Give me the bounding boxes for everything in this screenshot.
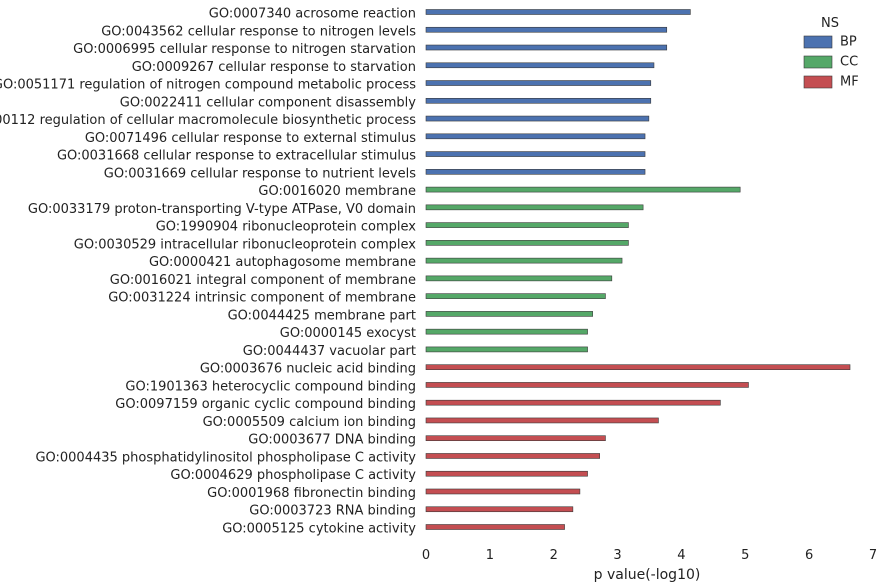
bar-cc <box>425 328 588 335</box>
bar-bp <box>425 115 650 122</box>
x-tick-label: 4 <box>677 548 685 563</box>
bar-mf <box>425 435 606 442</box>
bar-bp <box>425 169 646 175</box>
bar-cc <box>425 346 588 353</box>
legend: NS BP CC MF <box>803 16 859 90</box>
bar-bp <box>425 26 668 33</box>
legend-swatch <box>803 35 833 49</box>
bar-cc <box>425 275 613 282</box>
legend-swatch <box>803 75 833 89</box>
x-tick-label: 7 <box>869 548 877 563</box>
x-axis-ticks: 0 1 2 3 4 5 6 7 <box>422 548 877 563</box>
category-label: GO:0031224 intrinsic component of membra… <box>108 291 416 306</box>
category-label: GO:2000112 regulation of cellular macrom… <box>0 113 416 128</box>
bar-mf <box>425 470 588 477</box>
category-label: GO:0003677 DNA binding <box>248 433 416 448</box>
category-label: GO:0016021 integral component of membran… <box>110 273 416 288</box>
category-label: GO:1901363 heterocyclic compound binding <box>125 379 416 394</box>
category-label: GO:0005125 cytokine activity <box>222 522 416 537</box>
bars <box>425 9 851 530</box>
category-label: GO:0000145 exocyst <box>280 326 416 341</box>
bar-mf <box>425 417 659 424</box>
legend-label: BP <box>840 35 857 50</box>
bar-cc <box>425 257 623 264</box>
bar-bp <box>425 9 691 15</box>
bar-mf <box>425 488 581 495</box>
category-label: GO:0005509 calcium ion binding <box>203 415 416 430</box>
category-label: GO:0031668 cellular response to extracel… <box>57 149 416 164</box>
bar-cc <box>425 204 644 211</box>
category-label: GO:0003723 RNA binding <box>249 504 416 519</box>
category-label: GO:0007340 acrosome reaction <box>209 7 416 22</box>
bar-bp <box>425 80 652 86</box>
bar-mf <box>425 524 565 530</box>
legend-label: CC <box>840 55 858 70</box>
category-label: GO:0004629 phospholipase C activity <box>170 468 416 483</box>
x-tick-label: 6 <box>805 548 813 563</box>
bar-bp <box>425 44 668 51</box>
category-label: GO:0004435 phosphatidylinositol phosphol… <box>35 450 416 465</box>
category-label: GO:1990904 ribonucleoprotein complex <box>156 220 417 235</box>
category-label: GO:0022411 cellular component disassembl… <box>120 95 417 110</box>
bar-cc <box>425 222 629 228</box>
x-tick-label: 0 <box>422 548 430 563</box>
category-label: GO:0071496 cellular response to external… <box>85 131 416 146</box>
category-label: GO:0044425 membrane part <box>228 308 416 323</box>
bar-mf <box>425 364 851 370</box>
category-label: GO:0097159 organic cyclic compound bindi… <box>115 397 416 412</box>
legend-title: NS <box>821 16 839 31</box>
category-label: GO:0051171 regulation of nitrogen compou… <box>0 78 416 93</box>
x-tick-label: 5 <box>741 548 749 563</box>
category-label: GO:0033179 proton-transporting V-type AT… <box>28 202 416 217</box>
x-tick-label: 3 <box>613 548 621 563</box>
x-tick-label: 2 <box>550 548 558 563</box>
category-label: GO:0006995 cellular response to nitrogen… <box>73 42 416 57</box>
bar-bp <box>425 133 646 140</box>
category-label: GO:0030529 intracellular ribonucleoprote… <box>74 237 417 252</box>
bar-bp <box>425 151 646 157</box>
category-label: GO:0016020 membrane <box>258 184 416 199</box>
bar-bp <box>425 62 655 69</box>
bar-mf <box>425 506 574 513</box>
bar-mf <box>425 382 749 388</box>
bar-mf <box>425 399 721 406</box>
x-axis-label: p value(-log10) <box>594 567 701 583</box>
bar-cc <box>425 293 606 299</box>
category-label: GO:0044437 vacuolar part <box>243 344 416 359</box>
category-label: GO:0003676 nucleic acid binding <box>200 362 416 377</box>
bar-cc <box>425 240 629 246</box>
x-tick-label: 1 <box>486 548 494 563</box>
bar-mf <box>425 453 600 459</box>
bar-cc <box>425 311 593 317</box>
category-label: GO:0031669 cellular response to nutrient… <box>104 166 416 181</box>
category-label: GO:0043562 cellular response to nitrogen… <box>101 24 416 39</box>
category-label: GO:0001968 fibronectin binding <box>207 486 416 501</box>
bar-cc <box>425 186 741 193</box>
legend-label: MF <box>840 75 859 90</box>
legend-swatch <box>803 55 833 69</box>
bar-bp <box>425 97 652 104</box>
category-label: GO:0009267 cellular response to starvati… <box>132 60 416 75</box>
category-label: GO:0000421 autophagosome membrane <box>149 255 416 270</box>
category-labels: GO:0007340 acrosome reaction GO:0043562 c… <box>0 7 416 537</box>
